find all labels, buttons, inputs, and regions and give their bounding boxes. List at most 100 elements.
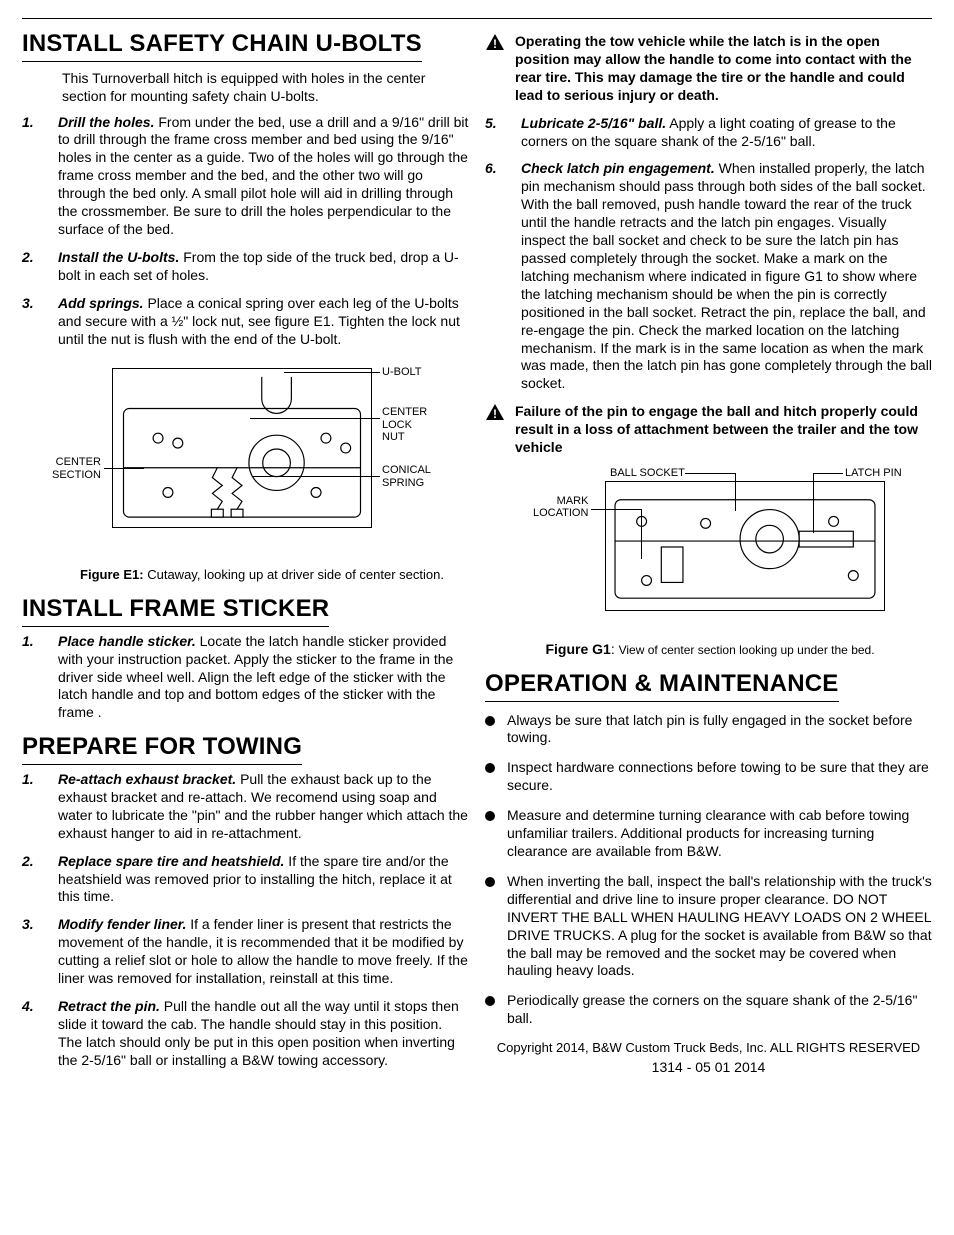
step-body: Retract the pin. Pull the handle out all… [58,998,469,1070]
ubolts-step-1: 1. Drill the holes. From under the bed, … [22,114,469,239]
figure-g1-caption: Figure G1: View of center section lookin… [495,641,925,659]
sticker-steps: 1. Place handle sticker. Locate the latc… [22,633,469,723]
prepare-step-1: 1. Re-attach exhaust bracket. Pull the e… [22,771,469,843]
step-body: Modify fender liner. If a fender liner i… [58,916,469,988]
list-item: Periodically grease the corners on the s… [485,992,932,1028]
step-number: 3. [22,916,48,988]
prepare-step-3: 3. Modify fender liner. If a fender line… [22,916,469,988]
leader-line [685,473,735,474]
warning-icon: ! [485,33,505,53]
step-lead: Check latch pin engagement. [521,160,715,176]
document-id: 1314 - 05 01 2014 [485,1059,932,1077]
two-column-layout: INSTALL SAFETY CHAIN U-BOLTS This Turnov… [22,29,932,1080]
step-lead: Modify fender liner. [58,916,186,932]
prepare-steps-continued: 5. Lubricate 2-5/16" ball. Apply a light… [485,115,932,394]
figure-e1-wrap: U-BOLT CENTER LOCK NUT CONICAL SPRING CE… [22,358,469,584]
bullet-icon [485,763,495,773]
heading-opmaint: OPERATION & MAINTENANCE [485,669,839,702]
prepare-step-6: 6. Check latch pin engagement. When inst… [485,160,932,393]
warning-pin: ! Failure of the pin to engage the ball … [485,403,932,457]
svg-text:!: ! [493,407,497,421]
heading-sticker: INSTALL FRAME STICKER [22,594,329,627]
label-center-section: CENTER SECTION [52,456,101,480]
step-lead: Place handle sticker. [58,633,196,649]
warning-text: Failure of the pin to engage the ball an… [515,403,932,457]
step-body: Replace spare tire and heatshield. If th… [58,853,469,907]
figure-g1-svg [606,482,884,610]
bullet-text: Periodically grease the corners on the s… [507,992,932,1028]
opmaint-list: Always be sure that latch pin is fully e… [485,712,932,1029]
step-number: 5. [485,115,511,151]
list-item: Inspect hardware connections before towi… [485,759,932,795]
right-column: ! Operating the tow vehicle while the la… [485,29,932,1080]
top-rule [22,18,932,19]
fig-caption-sep: : [611,641,619,657]
step-body: Drill the holes. From under the bed, use… [58,114,469,239]
step-body: Install the U-bolts. From the top side o… [58,249,469,285]
step-body: Check latch pin engagement. When install… [521,160,932,393]
leader-line [813,473,814,533]
figure-g1-wrap: BALL SOCKET LATCH PIN MARK LOCATION Figu… [485,467,932,659]
step-lead: Replace spare tire and heatshield. [58,853,284,869]
leader-line [641,509,642,559]
fig-caption-rest: Cutaway, looking up at driver side of ce… [144,567,444,582]
svg-text:!: ! [493,37,497,51]
step-number: 2. [22,853,48,907]
leader-line [591,509,641,510]
leader-line [250,418,380,419]
list-item: Measure and determine turning clearance … [485,807,932,861]
label-center-lock-nut: CENTER LOCK NUT [382,406,427,442]
prepare-step-4: 4. Retract the pin. Pull the handle out … [22,998,469,1070]
figure-g1-frame [605,481,885,611]
figure-e1-caption: Figure E1: Cutaway, looking up at driver… [52,567,472,584]
label-conical-spring: CONICAL SPRING [382,464,431,488]
step-lead: Re-attach exhaust bracket. [58,771,236,787]
heading-ubolts: INSTALL SAFETY CHAIN U-BOLTS [22,29,422,62]
step-body: Lubricate 2-5/16" ball. Apply a light co… [521,115,932,151]
leader-line [735,473,736,511]
step-lead: Lubricate 2-5/16" ball. [521,115,666,131]
prepare-step-5: 5. Lubricate 2-5/16" ball. Apply a light… [485,115,932,151]
heading-prepare: PREPARE FOR TOWING [22,732,302,765]
figure-g1: BALL SOCKET LATCH PIN MARK LOCATION [495,467,925,637]
step-text: From under the bed, use a drill and a 9/… [58,114,468,237]
label-mark-location: MARK LOCATION [533,495,588,519]
step-lead: Add springs. [58,295,144,311]
prepare-step-2: 2. Replace spare tire and heatshield. If… [22,853,469,907]
figure-e1-frame [112,368,372,528]
fig-caption-bold: Figure G1 [545,641,610,657]
bullet-text: When inverting the ball, inspect the bal… [507,873,932,980]
step-number: 4. [22,998,48,1070]
step-lead: Drill the holes. [58,114,154,130]
fig-caption-bold: Figure E1: [80,567,144,582]
step-number: 1. [22,114,48,239]
leader-line [813,473,843,474]
copyright-line: Copyright 2014, B&W Custom Truck Beds, I… [485,1040,932,1057]
warning-text: Operating the tow vehicle while the latc… [515,33,932,105]
leader-line [284,372,380,373]
bullet-icon [485,877,495,887]
ubolts-steps: 1. Drill the holes. From under the bed, … [22,114,469,349]
sticker-step-1: 1. Place handle sticker. Locate the latc… [22,633,469,723]
step-text: When installed properly, the latch pin m… [521,160,932,391]
step-lead: Install the U-bolts. [58,249,179,265]
bullet-icon [485,811,495,821]
warning-icon: ! [485,403,505,423]
step-number: 2. [22,249,48,285]
bullet-text: Inspect hardware connections before towi… [507,759,932,795]
list-item: Always be sure that latch pin is fully e… [485,712,932,748]
step-number: 3. [22,295,48,349]
ubolts-intro: This Turnoverball hitch is equipped with… [62,70,469,106]
step-body: Add springs. Place a conical spring over… [58,295,469,349]
bullet-icon [485,716,495,726]
fig-caption-rest: View of center section looking up under … [619,643,875,657]
warning-open-position: ! Operating the tow vehicle while the la… [485,33,932,105]
step-number: 1. [22,633,48,723]
figure-e1-svg [113,369,371,527]
ubolts-step-3: 3. Add springs. Place a conical spring o… [22,295,469,349]
figure-e1: U-BOLT CENTER LOCK NUT CONICAL SPRING CE… [52,358,472,563]
leader-line [104,468,144,469]
ubolts-step-2: 2. Install the U-bolts. From the top sid… [22,249,469,285]
bullet-text: Always be sure that latch pin is fully e… [507,712,932,748]
label-ball-socket: BALL SOCKET [610,467,685,479]
